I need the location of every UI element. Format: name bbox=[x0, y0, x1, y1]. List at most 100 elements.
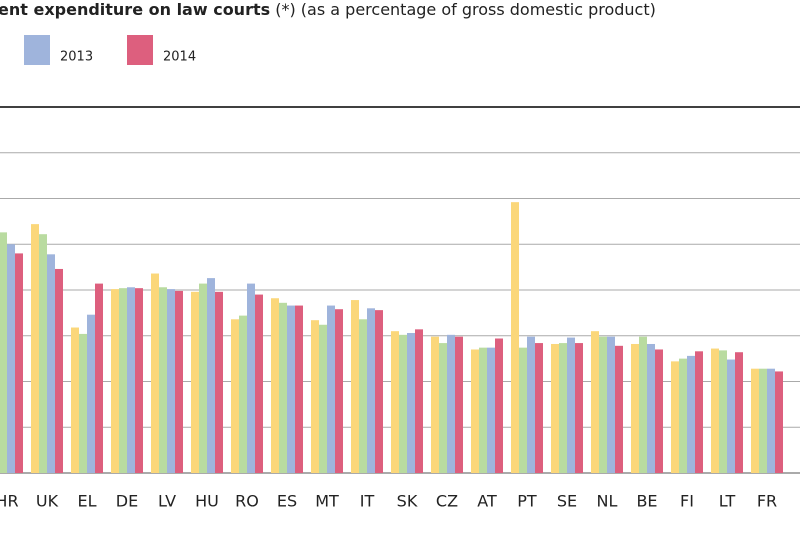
x-tick-label: SK bbox=[397, 492, 418, 511]
bar bbox=[759, 368, 767, 473]
bar bbox=[207, 278, 215, 473]
bar bbox=[695, 351, 703, 473]
bar bbox=[215, 291, 223, 473]
bar bbox=[55, 268, 63, 473]
bar bbox=[511, 202, 519, 473]
bar bbox=[135, 288, 143, 473]
bar bbox=[199, 283, 207, 473]
x-tick-label: HR bbox=[0, 492, 19, 511]
bar bbox=[0, 232, 7, 473]
x-tick-label: IT bbox=[360, 492, 375, 511]
bar bbox=[551, 343, 559, 473]
bar bbox=[439, 343, 447, 473]
bar bbox=[711, 348, 719, 473]
bar bbox=[287, 305, 295, 473]
bar bbox=[95, 283, 103, 473]
bar bbox=[647, 343, 655, 473]
bar bbox=[631, 343, 639, 473]
bar bbox=[415, 329, 423, 473]
x-tick-label: FI bbox=[680, 492, 694, 511]
x-tick-label: HU bbox=[195, 492, 219, 511]
bar bbox=[167, 289, 175, 473]
bar bbox=[39, 234, 47, 473]
bar bbox=[487, 347, 495, 473]
bar bbox=[431, 336, 439, 473]
bar bbox=[327, 305, 335, 473]
bar bbox=[591, 331, 599, 473]
bar bbox=[767, 368, 775, 473]
bar bbox=[479, 347, 487, 473]
bar bbox=[111, 289, 119, 473]
bar bbox=[535, 343, 543, 473]
bar bbox=[247, 283, 255, 473]
bar bbox=[159, 287, 167, 473]
bar bbox=[391, 331, 399, 473]
x-tick-label: UK bbox=[36, 492, 59, 511]
x-tick-label: SE bbox=[557, 492, 577, 511]
legend-label: 2013 bbox=[60, 50, 93, 65]
bar bbox=[119, 288, 127, 473]
bar bbox=[319, 324, 327, 473]
x-tick-label: EL bbox=[77, 492, 96, 511]
bar bbox=[655, 349, 663, 473]
bar bbox=[127, 287, 135, 473]
bar bbox=[71, 327, 79, 473]
bar bbox=[471, 349, 479, 473]
bar bbox=[407, 333, 415, 473]
bar bbox=[231, 319, 239, 473]
bar bbox=[279, 302, 287, 473]
bar bbox=[79, 333, 87, 473]
legend-swatch bbox=[24, 35, 50, 65]
bar bbox=[399, 334, 407, 473]
bar bbox=[191, 291, 199, 473]
bar bbox=[15, 253, 23, 473]
bar bbox=[367, 308, 375, 473]
bar bbox=[567, 337, 575, 473]
bar bbox=[239, 315, 247, 473]
x-tick-label: LV bbox=[158, 492, 176, 511]
x-tick-label: CZ bbox=[436, 492, 458, 511]
x-tick-label: DE bbox=[116, 492, 138, 511]
bar bbox=[31, 224, 39, 473]
bar bbox=[727, 359, 735, 473]
x-tick-label: ES bbox=[277, 492, 297, 511]
bar bbox=[295, 305, 303, 473]
x-tick-label: NL bbox=[597, 492, 618, 511]
x-tick-label: AT bbox=[477, 492, 497, 511]
bar bbox=[271, 298, 279, 473]
legend-swatch bbox=[127, 35, 153, 65]
bar bbox=[7, 244, 15, 473]
bar bbox=[151, 273, 159, 473]
bar bbox=[671, 361, 679, 473]
bar bbox=[735, 352, 743, 473]
x-tick-label: MT bbox=[315, 492, 339, 511]
bar bbox=[335, 309, 343, 473]
bar bbox=[527, 336, 535, 473]
bar bbox=[375, 310, 383, 473]
x-tick-label: FR bbox=[757, 492, 777, 511]
bar bbox=[687, 355, 695, 473]
bar bbox=[607, 336, 615, 473]
bar bbox=[87, 314, 95, 473]
x-tick-label: RO bbox=[235, 492, 259, 511]
x-tick-label: LT bbox=[719, 492, 736, 511]
x-tick-label: PT bbox=[517, 492, 537, 511]
bar bbox=[495, 338, 503, 473]
bar bbox=[775, 371, 783, 473]
bar bbox=[615, 345, 623, 473]
bar bbox=[719, 350, 727, 473]
bar bbox=[679, 358, 687, 473]
bar bbox=[559, 343, 567, 473]
bar bbox=[447, 334, 455, 473]
bar bbox=[255, 294, 263, 473]
bar bbox=[751, 368, 759, 473]
chart-subtitle: (*) (as a percentage of gross domestic p… bbox=[275, 0, 656, 19]
bar bbox=[47, 254, 55, 473]
bar bbox=[351, 300, 359, 473]
x-tick-label: BE bbox=[636, 492, 657, 511]
bar bbox=[519, 347, 527, 473]
bar bbox=[359, 319, 367, 473]
bar bbox=[311, 320, 319, 473]
bar bbox=[575, 343, 583, 473]
